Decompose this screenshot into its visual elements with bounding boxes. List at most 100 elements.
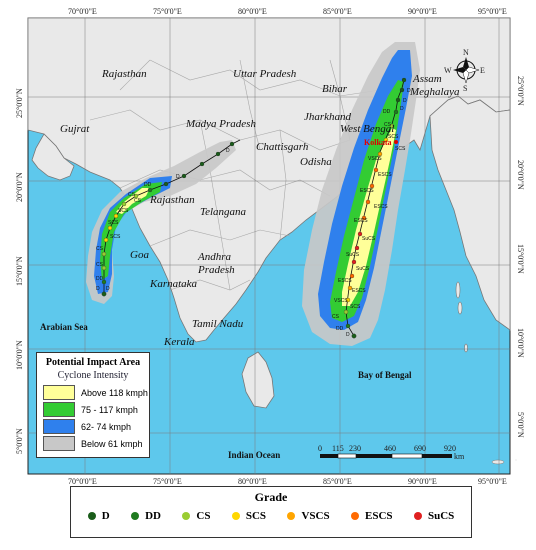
- track-label: DD: [96, 276, 104, 282]
- grade-label: DD: [145, 510, 161, 522]
- land-sri-lanka: [241, 351, 275, 409]
- track-label: D: [407, 88, 411, 94]
- region-pradesh: Pradesh: [197, 264, 235, 276]
- impact-zone-west-below-61: [86, 140, 236, 304]
- grade-item-dd: DD: [131, 510, 161, 522]
- scale-tick: 230: [349, 444, 361, 453]
- track-point-d: [215, 151, 221, 157]
- track-point-vscs: [347, 285, 353, 291]
- legend-label: 62- 74 kmph: [81, 421, 132, 432]
- lon-label: 85°0'0"E: [323, 7, 352, 16]
- scale-tick: 460: [384, 444, 396, 453]
- grade-dot: [182, 512, 191, 520]
- grade-legend: Grade D DD CS SCS VSCS ESCS SuCS: [70, 486, 472, 538]
- grade-label: D: [101, 510, 110, 522]
- lon-label: 95°0'0"E: [478, 477, 507, 486]
- scale-unit: km: [454, 452, 465, 461]
- grade-item-scs: SCS: [231, 510, 266, 522]
- track-point-d: [163, 181, 169, 187]
- track-point-d: [199, 161, 205, 167]
- track-point-scs: [345, 297, 351, 303]
- track-label: ESCS: [374, 204, 388, 210]
- track-point-escs: [349, 273, 355, 279]
- track-label: D: [403, 98, 407, 104]
- grade-label: SuCS: [427, 510, 455, 522]
- track-point-cs: [133, 193, 139, 199]
- region-tamil-nadu: Tamil Nadu: [192, 318, 244, 330]
- region-west-bengal: West Bengal: [340, 123, 394, 135]
- track-east-points: [343, 77, 407, 339]
- legend-label: Below 61 kmph: [81, 438, 143, 449]
- region-bihar: Bihar: [322, 83, 348, 95]
- lon-label: 70°0'0"E: [68, 477, 97, 486]
- scale-tick: 690: [414, 444, 426, 453]
- track-point-escs: [373, 167, 379, 173]
- track-point-d: [181, 173, 187, 179]
- region-madya-pradesh: Madya Pradesh: [185, 118, 256, 130]
- track-label: CS: [134, 198, 142, 204]
- track-label: SuCS: [356, 266, 370, 272]
- grade-title: Grade: [254, 490, 288, 504]
- lon-label: 90°0'0"E: [408, 477, 437, 486]
- grade-dot: [413, 512, 422, 520]
- impact-zone-west-75-117: [100, 182, 162, 280]
- lat-label: 10°0'0"N: [15, 340, 24, 370]
- region-karnataka: Karnataka: [149, 278, 198, 290]
- track-label: D: [96, 286, 100, 292]
- grade-item-d: D: [87, 510, 110, 522]
- land-gujarat-peninsula: [31, 133, 75, 181]
- track-label: ESCS: [338, 278, 352, 284]
- track-point-sucs: [357, 231, 363, 237]
- region-meghalaya: Meghalaya: [409, 86, 460, 98]
- track-point-escs: [369, 183, 375, 189]
- legend-label: Above 118 kmph: [81, 387, 148, 398]
- track-point-escs: [361, 215, 367, 221]
- track-label: D: [226, 148, 230, 154]
- lat-label: 15°0'0"N: [516, 244, 525, 274]
- compass-w: W: [444, 66, 452, 75]
- grade-item-escs: ESCS: [351, 510, 393, 522]
- legend-item-75-117: 75 - 117 kmph: [37, 401, 149, 418]
- track-label: D: [106, 286, 110, 292]
- track-label: SCS: [110, 234, 121, 240]
- lon-label: 95°0'0"E: [478, 7, 507, 16]
- lon-label: 70°0'0"E: [68, 7, 97, 16]
- grade-dot: [131, 512, 140, 520]
- track-label: D: [400, 106, 404, 112]
- track-label: SCS: [108, 220, 119, 226]
- track-label: DD: [383, 109, 391, 115]
- track-label: DD: [336, 326, 344, 332]
- track-point-d: [101, 291, 107, 297]
- lon-label: 75°0'0"E: [153, 477, 182, 486]
- compass-s: S: [463, 84, 467, 93]
- track-label: CS: [128, 192, 136, 198]
- grade-label: ESCS: [365, 510, 393, 522]
- legend-item-above-118: Above 118 kmph: [37, 384, 149, 401]
- kolkata-marker: [394, 140, 398, 144]
- region-rajasthan-north: Rajasthan: [101, 68, 147, 80]
- legend-swatch: [43, 419, 75, 434]
- land-east-coast: [429, 95, 511, 331]
- region-goa: Goa: [130, 249, 149, 261]
- kolkata-label: Kolkata: [364, 138, 392, 147]
- lat-label: 5°0'0"N: [15, 428, 24, 454]
- lat-label: 25°0'0"N: [516, 76, 525, 106]
- track-label: D: [346, 332, 350, 338]
- track-label: ESCS: [378, 172, 392, 178]
- sea-label-arabian: Arabian Sea: [40, 322, 88, 332]
- track-point-dd: [393, 109, 399, 115]
- compass-rose-icon: N E S W: [444, 48, 485, 93]
- grade-dot: [287, 512, 296, 520]
- region-odisha: Odisha: [300, 156, 332, 168]
- lon-label: 75°0'0"E: [153, 7, 182, 16]
- grade-label: CS: [196, 510, 211, 522]
- track-label: SCS: [395, 146, 406, 152]
- region-uttar-pradesh: Uttar Pradesh: [233, 68, 297, 80]
- legend-swatch: [43, 436, 75, 451]
- impact-zone-west-above-118: [116, 188, 150, 214]
- sea-label-bengal: Bay of Bengal: [358, 370, 412, 380]
- track-point-dd: [345, 323, 351, 329]
- track-west-points: [101, 141, 235, 297]
- lat-label: 5°0'0"N: [516, 412, 525, 438]
